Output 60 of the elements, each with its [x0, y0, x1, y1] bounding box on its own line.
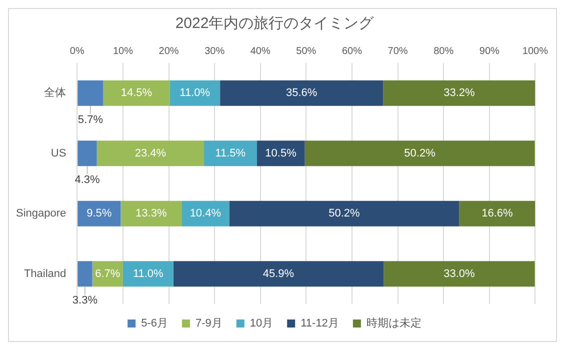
data-label: 3.3% — [72, 294, 98, 307]
chart-title: 2022年内の旅行のタイミング — [175, 15, 375, 32]
data-label: 14.5% — [120, 87, 152, 100]
data-label: 6.7% — [95, 268, 120, 280]
bar — [78, 140, 97, 166]
x-tick-label: 30% — [204, 46, 225, 57]
x-tick-label: 0% — [70, 46, 84, 57]
x-tick-label: 20% — [158, 46, 179, 57]
data-label: 50.2% — [404, 147, 436, 160]
bar — [384, 261, 535, 287]
legend-label: 11-12月 — [300, 318, 339, 330]
data-label: 35.6% — [286, 87, 318, 100]
bar — [78, 200, 121, 226]
x-tick-label: 100% — [522, 46, 548, 57]
data-label: 33.0% — [444, 268, 475, 280]
bar — [78, 261, 92, 287]
legend-label: 5-6月 — [141, 318, 168, 330]
legend-label: 10月 — [250, 318, 274, 330]
x-tick-label: 40% — [250, 46, 270, 57]
bar — [103, 80, 170, 106]
legend-label: 時期は未定 — [366, 316, 422, 330]
bar — [220, 80, 384, 106]
y-tick-label: 全体 — [44, 87, 66, 100]
x-tick-label: 70% — [388, 46, 408, 57]
data-label: 23.4% — [134, 147, 166, 160]
data-label: 11.5% — [215, 147, 246, 160]
data-label: 50.2% — [328, 208, 360, 220]
bar — [204, 140, 257, 166]
bar — [256, 140, 305, 166]
bar — [229, 200, 460, 226]
data-label: 10.5% — [265, 147, 297, 160]
data-label: 45.9% — [262, 268, 294, 280]
bar — [120, 200, 182, 226]
data-label: 13.3% — [136, 208, 167, 220]
x-tick-label: 90% — [479, 46, 500, 57]
bar — [383, 80, 536, 106]
data-label: 11.0% — [180, 87, 210, 100]
legend-label: 7-9月 — [195, 318, 222, 330]
x-tick-label: 10% — [112, 46, 134, 57]
data-label: 10.4% — [190, 208, 222, 220]
bar — [78, 80, 104, 106]
y-tick-label: Thailand — [24, 268, 66, 280]
data-label: 4.3% — [74, 174, 100, 186]
data-label: 5.7% — [78, 114, 104, 126]
data-label: 16.6% — [482, 208, 513, 220]
y-tick-label: Singapore — [16, 208, 66, 220]
data-label: 11.0% — [132, 268, 164, 280]
data-label: 33.2% — [444, 87, 475, 100]
bar — [170, 80, 220, 106]
x-tick-label: 50% — [296, 46, 316, 57]
x-tick-label: 60% — [342, 46, 362, 57]
bar — [96, 140, 204, 166]
data-label: 9.5% — [86, 208, 112, 220]
bar — [304, 140, 535, 166]
y-tick-label: US — [50, 147, 66, 160]
bar — [182, 200, 230, 226]
bar — [122, 261, 174, 287]
x-tick-label: 80% — [434, 46, 454, 57]
bar — [173, 261, 384, 287]
bar — [459, 200, 536, 226]
